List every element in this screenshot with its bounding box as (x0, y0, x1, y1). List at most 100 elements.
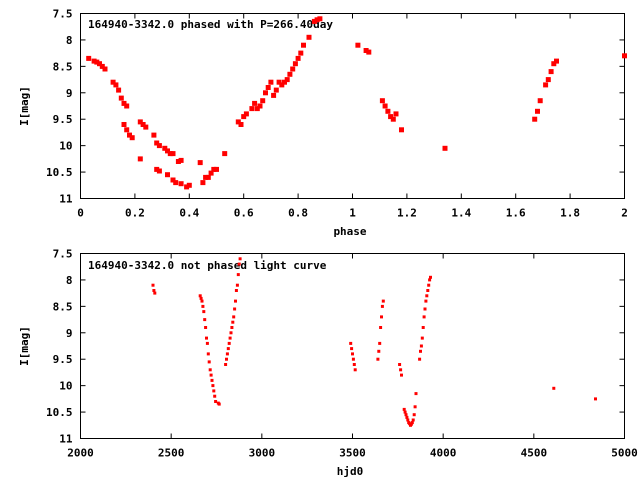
y-tick-label: 9.5 (53, 353, 73, 366)
data-point (153, 291, 157, 295)
data-point (425, 294, 429, 298)
data-point (260, 98, 266, 104)
data-point (178, 157, 184, 163)
y-tick-label: 10 (59, 140, 72, 153)
data-point (366, 49, 372, 55)
x-tick-label: 2500 (158, 447, 185, 460)
x-tick-label: 0.6 (234, 207, 254, 220)
data-point (400, 373, 403, 377)
data-point (200, 299, 204, 303)
data-point (393, 111, 399, 117)
data-point (212, 389, 216, 393)
data-point (165, 172, 170, 178)
x-tick-label: 0.8 (288, 207, 308, 220)
data-point (543, 82, 549, 88)
data-point (403, 410, 407, 414)
data-point (349, 341, 353, 345)
data-point (235, 283, 239, 287)
axis-ticks: 0 0.2 0.4 0.6 0.8 1 1.2 1.4 1.6 1.8 2 7.5 8 8.5 9 9.5 10… (46, 8, 628, 220)
data-point (173, 180, 179, 186)
data-point (110, 79, 116, 85)
x-axis-label: hjd0 (337, 465, 364, 478)
data-point (414, 392, 418, 396)
data-point (295, 55, 301, 61)
data-point (99, 63, 105, 69)
x-tick-label: 3500 (339, 447, 366, 460)
data-point (402, 407, 406, 411)
data-point (137, 119, 143, 125)
chart-title: 164940-3342.0 not phased light curve (88, 259, 327, 272)
data-point (378, 341, 382, 345)
data-point (113, 82, 119, 88)
data-point (208, 170, 214, 176)
y-tick-label: 8.5 (53, 60, 73, 73)
y-tick-label: 9.5 (53, 113, 73, 126)
data-point (290, 66, 296, 72)
y-tick-label: 7.5 (53, 8, 73, 21)
data-point (279, 82, 285, 88)
data-point (151, 283, 155, 287)
data-point (419, 349, 422, 353)
x-tick-label: 1.4 (451, 207, 471, 220)
y-tick-label: 8.5 (53, 300, 73, 313)
data-point (151, 132, 157, 138)
data-point (217, 402, 221, 406)
data-point (282, 79, 287, 85)
data-point (203, 318, 207, 322)
data-point (551, 61, 557, 67)
data-point (206, 352, 210, 356)
x-tick-label: 1.2 (397, 207, 417, 220)
data-point (102, 66, 108, 72)
data-point (353, 368, 357, 372)
data-point (376, 357, 380, 361)
unphased-light-curve-panel: 164940-3342.0 not phased light curve hjd… (18, 248, 638, 479)
data-point (405, 415, 409, 419)
data-point (545, 77, 551, 83)
data-point (426, 289, 430, 292)
data-point (208, 368, 212, 372)
data-point (227, 341, 231, 345)
data-point (276, 79, 282, 85)
data-point (306, 34, 312, 40)
x-tick-label: 0.2 (125, 207, 145, 220)
x-tick-label: 4000 (430, 447, 457, 460)
data-point (418, 357, 422, 361)
data-point (197, 160, 203, 166)
data-point (263, 90, 268, 96)
data-point (238, 257, 242, 261)
data-point (379, 98, 385, 104)
data-point (229, 331, 233, 335)
data-point (204, 326, 208, 329)
data-point (184, 184, 190, 190)
data-point (404, 413, 408, 417)
data-point (225, 352, 229, 356)
data-point (205, 174, 211, 180)
data-point (406, 418, 410, 422)
data-point (287, 71, 293, 77)
data-point (165, 148, 170, 154)
data-point (200, 180, 206, 186)
data-point (271, 92, 277, 98)
data-point (235, 119, 241, 125)
data-point (422, 315, 426, 319)
data-point (298, 50, 304, 56)
data-point (230, 326, 234, 329)
data-point (127, 132, 132, 138)
data-point (257, 103, 263, 109)
data-point (236, 273, 240, 277)
x-tick-label: 2 (621, 207, 628, 220)
data-point (399, 127, 404, 133)
data-point (152, 289, 156, 292)
data-points (86, 16, 627, 190)
data-point (231, 320, 235, 324)
data-point (363, 48, 369, 53)
data-point (442, 145, 448, 151)
data-point (237, 262, 241, 266)
x-tick-label: 5000 (611, 447, 638, 460)
phased-light-curve-panel: 164940-3342.0 phased with P=266.40day ph… (18, 8, 628, 239)
data-point (424, 299, 428, 303)
data-point (268, 79, 274, 85)
data-point (124, 127, 130, 133)
data-point (421, 326, 425, 329)
data-point (350, 347, 354, 351)
